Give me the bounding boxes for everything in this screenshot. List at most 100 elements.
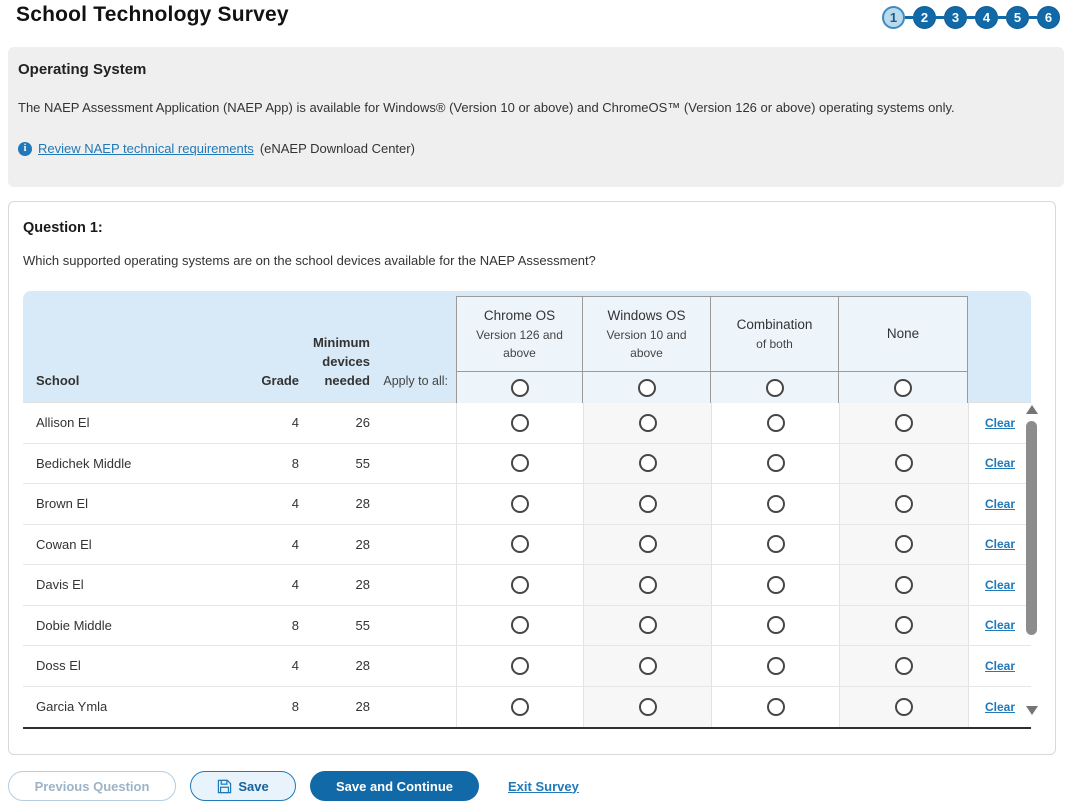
radio-chrome-os[interactable] [511, 616, 529, 635]
scrollbar-up-arrow-icon[interactable] [1025, 405, 1038, 414]
os-radio-cell-none [839, 484, 968, 524]
grade-value: 4 [291, 658, 299, 674]
clear-row-link[interactable]: Clear [984, 496, 1016, 511]
page-title: School Technology Survey [16, 3, 289, 26]
grade-value: 4 [291, 536, 299, 552]
clear-cell: Clear [968, 565, 1031, 605]
step-circle-5[interactable]: 5 [1006, 6, 1029, 29]
radio-chrome-os[interactable] [511, 697, 529, 716]
os-radio-cell-none [839, 646, 968, 686]
school-name: Allison El [36, 415, 90, 431]
radio-windows-os[interactable] [638, 575, 657, 594]
devices-value: 28 [355, 536, 370, 552]
clear-row-link[interactable]: Clear [984, 658, 1016, 673]
radio-combination[interactable] [766, 494, 785, 513]
radio-chrome-os[interactable] [511, 494, 529, 513]
os-option-label: Chrome OS Version 126 and above [457, 297, 582, 371]
radio-combination[interactable] [766, 413, 785, 432]
radio-none[interactable] [895, 535, 913, 554]
table-row: Allison El 4 26 Clear [23, 403, 1031, 444]
radio-windows-os[interactable] [638, 535, 657, 554]
clear-row-link[interactable]: Clear [984, 456, 1016, 471]
apply-all-radio-cell [839, 371, 967, 403]
devices-value: 55 [355, 455, 370, 471]
info-icon [18, 141, 32, 156]
radio-none[interactable] [895, 656, 913, 675]
apply-all-radio-windows-os[interactable] [637, 378, 656, 397]
radio-chrome-os[interactable] [511, 454, 529, 473]
os-radio-cell-combination [711, 686, 839, 727]
save-button[interactable]: Save [190, 771, 296, 801]
radio-none[interactable] [895, 697, 913, 716]
radio-combination[interactable] [766, 616, 785, 635]
clear-cell: Clear [968, 646, 1031, 686]
os-radio-cell-combination [711, 605, 839, 645]
radio-none[interactable] [895, 575, 913, 594]
step-connector [936, 16, 944, 19]
grade-value: 8 [291, 617, 299, 633]
radio-windows-os[interactable] [638, 697, 657, 716]
os-option-name: Combination [736, 316, 813, 332]
os-radio-cell-combination [711, 484, 839, 524]
technical-requirements-link[interactable]: Review NAEP technical requirements [38, 141, 254, 156]
radio-combination[interactable] [766, 656, 785, 675]
school-name: Bedichek Middle [36, 455, 132, 471]
clear-row-link[interactable]: Clear [984, 537, 1016, 552]
clear-row-link[interactable]: Clear [984, 618, 1016, 633]
step-circle-3[interactable]: 3 [944, 6, 967, 29]
exit-survey-link[interactable]: Exit Survey [508, 778, 579, 794]
school-name: Cowan El [36, 536, 92, 552]
table-row: Brown El 4 28 Clear [23, 484, 1031, 525]
os-radio-cell-none [839, 524, 968, 564]
scrollbar-down-arrow-icon[interactable] [1026, 706, 1038, 715]
apply-all-radio-none[interactable] [894, 378, 912, 397]
os-option-header-chrome-os: Chrome OS Version 126 and above [456, 296, 583, 403]
radio-chrome-os[interactable] [511, 575, 529, 594]
os-radio-cell-combination [711, 443, 839, 483]
previous-question-button[interactable]: Previous Question [8, 771, 176, 801]
step-circle-2[interactable]: 2 [913, 6, 936, 29]
radio-chrome-os[interactable] [511, 656, 529, 675]
save-and-continue-button[interactable]: Save and Continue [310, 771, 479, 801]
clear-row-link[interactable]: Clear [984, 577, 1016, 592]
os-radio-cell-windows-os [583, 484, 711, 524]
column-header-devices: Minimum devices needed [312, 335, 370, 389]
radio-none[interactable] [895, 454, 913, 473]
radio-windows-os[interactable] [638, 454, 657, 473]
step-circle-6[interactable]: 6 [1037, 6, 1060, 29]
school-name: Davis El [36, 577, 84, 593]
radio-chrome-os[interactable] [511, 413, 529, 432]
table-body: Allison El 4 26 Clear Bedichek Middle 8 55 Clea… [23, 403, 1038, 729]
step-circle-1[interactable]: 1 [882, 6, 905, 29]
table-row: Garcia Ymla 8 28 Clear [23, 686, 1031, 727]
radio-windows-os[interactable] [638, 413, 657, 432]
radio-windows-os[interactable] [638, 494, 657, 513]
os-radio-cell-combination [711, 646, 839, 686]
step-circle-4[interactable]: 4 [975, 6, 998, 29]
radio-windows-os[interactable] [638, 616, 657, 635]
os-options-header: Chrome OS Version 126 and above Windows OS… [456, 296, 968, 403]
radio-none[interactable] [895, 494, 913, 513]
os-radio-cell-none [839, 565, 968, 605]
school-name: Garcia Ymla [36, 699, 108, 715]
radio-combination[interactable] [766, 575, 785, 594]
radio-combination[interactable] [766, 454, 785, 473]
radio-none[interactable] [895, 413, 913, 432]
clear-row-link[interactable]: Clear [984, 699, 1016, 714]
radio-windows-os[interactable] [638, 656, 657, 675]
apply-all-radio-combination[interactable] [765, 378, 784, 397]
radio-combination[interactable] [766, 535, 785, 554]
clear-row-link[interactable]: Clear [984, 415, 1016, 430]
os-option-version: Version 126 and above [476, 328, 563, 361]
column-header-grade: Grade [261, 373, 299, 389]
apply-all-radio-chrome-os[interactable] [510, 378, 529, 397]
os-radio-cell-chrome-os [456, 524, 583, 564]
radio-combination[interactable] [766, 697, 785, 716]
clear-cell: Clear [968, 524, 1031, 564]
scrollbar-thumb[interactable] [1026, 421, 1037, 635]
table-row: Bedichek Middle 8 55 Clear [23, 443, 1031, 484]
radio-none[interactable] [895, 616, 913, 635]
radio-chrome-os[interactable] [511, 535, 529, 554]
table-scrollbar[interactable] [1025, 403, 1038, 719]
